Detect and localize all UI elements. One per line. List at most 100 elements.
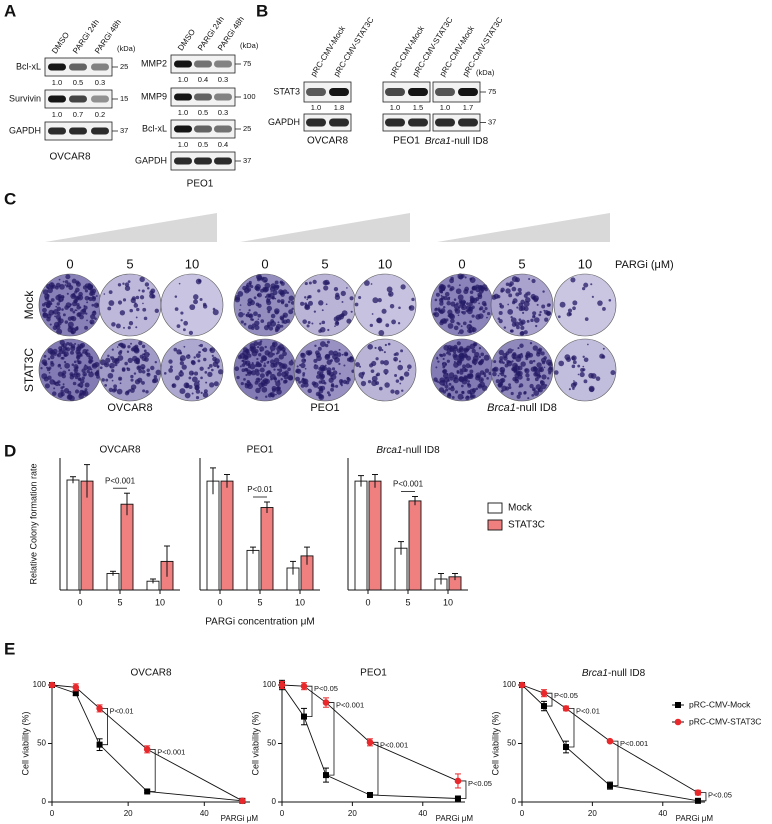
band (214, 93, 232, 101)
colony (339, 382, 343, 386)
protein-label: GAPDH (268, 117, 300, 127)
colony (266, 293, 271, 298)
colony (237, 355, 242, 360)
colony (207, 366, 210, 370)
colony (518, 318, 522, 322)
colony (111, 368, 115, 373)
colony (270, 319, 275, 323)
colony (198, 279, 202, 283)
colony (532, 359, 536, 363)
colony (201, 348, 204, 351)
x-tick-label: 0 (50, 809, 55, 818)
significance-bracket (150, 748, 156, 792)
colony (316, 374, 321, 379)
colony (119, 350, 123, 354)
colony (408, 305, 415, 311)
italic-part: Brca1 (487, 402, 516, 414)
colony (349, 296, 354, 301)
italic-part: Brca1 (376, 445, 402, 456)
colony (450, 276, 454, 281)
chart-title: OVCAR8 (130, 668, 172, 679)
colony (218, 369, 224, 375)
point (72, 684, 80, 691)
colony (449, 393, 452, 396)
colony (544, 317, 549, 322)
dose-wedge (437, 213, 610, 242)
colony (56, 302, 60, 306)
colony (283, 374, 289, 380)
colony (57, 311, 61, 316)
band (69, 95, 87, 103)
colony (117, 283, 122, 287)
colony (462, 396, 464, 399)
point (300, 682, 308, 690)
colony (88, 371, 94, 378)
colony (533, 390, 540, 396)
colony (557, 315, 561, 319)
colony (501, 385, 507, 392)
y-axis-label: Cell viability (%) (20, 711, 30, 775)
colony (591, 295, 594, 298)
colony (71, 363, 75, 367)
bar (408, 500, 422, 591)
colony (572, 387, 575, 390)
colony (568, 312, 572, 316)
colony (273, 357, 280, 364)
colony (508, 383, 512, 387)
dish-rim (553, 273, 617, 337)
colony (518, 385, 521, 388)
colony (493, 360, 497, 364)
colony (146, 368, 150, 372)
colony (434, 298, 438, 302)
colony (499, 305, 502, 308)
colony (296, 368, 302, 374)
colony (257, 275, 263, 281)
chart-title: OVCAR8 (99, 445, 141, 456)
colony (508, 293, 513, 298)
colony (448, 387, 451, 390)
colony (554, 370, 559, 375)
colony (461, 378, 468, 385)
colony (69, 395, 75, 402)
colony (151, 378, 157, 384)
legend-marker (674, 718, 682, 726)
dish-rim (553, 338, 617, 402)
p-value: P<0.001 (105, 476, 136, 485)
colony (255, 371, 260, 376)
colony (440, 294, 443, 297)
colony (590, 283, 593, 286)
colony (251, 318, 255, 322)
colony (69, 307, 74, 312)
colony (256, 357, 259, 361)
colony (448, 352, 452, 356)
colony (183, 382, 190, 389)
colony (76, 281, 81, 287)
colony (142, 353, 144, 356)
colony (445, 381, 448, 384)
colony (63, 360, 67, 364)
colony (63, 388, 70, 394)
colony (60, 367, 62, 370)
text-part: -null ID8 (402, 445, 440, 456)
colony (114, 363, 118, 367)
colony (174, 307, 179, 311)
colony (577, 373, 580, 376)
colony (457, 305, 461, 309)
colony (94, 361, 100, 368)
colony (168, 359, 173, 364)
colony (450, 286, 455, 291)
colony (208, 363, 213, 368)
colony (498, 349, 504, 356)
colony (583, 379, 588, 384)
colony (530, 318, 534, 323)
colony (67, 321, 74, 328)
colony (464, 286, 470, 292)
colony (91, 359, 94, 363)
colony (169, 365, 173, 369)
colony (133, 372, 137, 375)
colony (180, 311, 184, 315)
colony (442, 369, 448, 374)
colony (264, 279, 267, 283)
colony (49, 323, 52, 326)
colony (546, 310, 552, 316)
